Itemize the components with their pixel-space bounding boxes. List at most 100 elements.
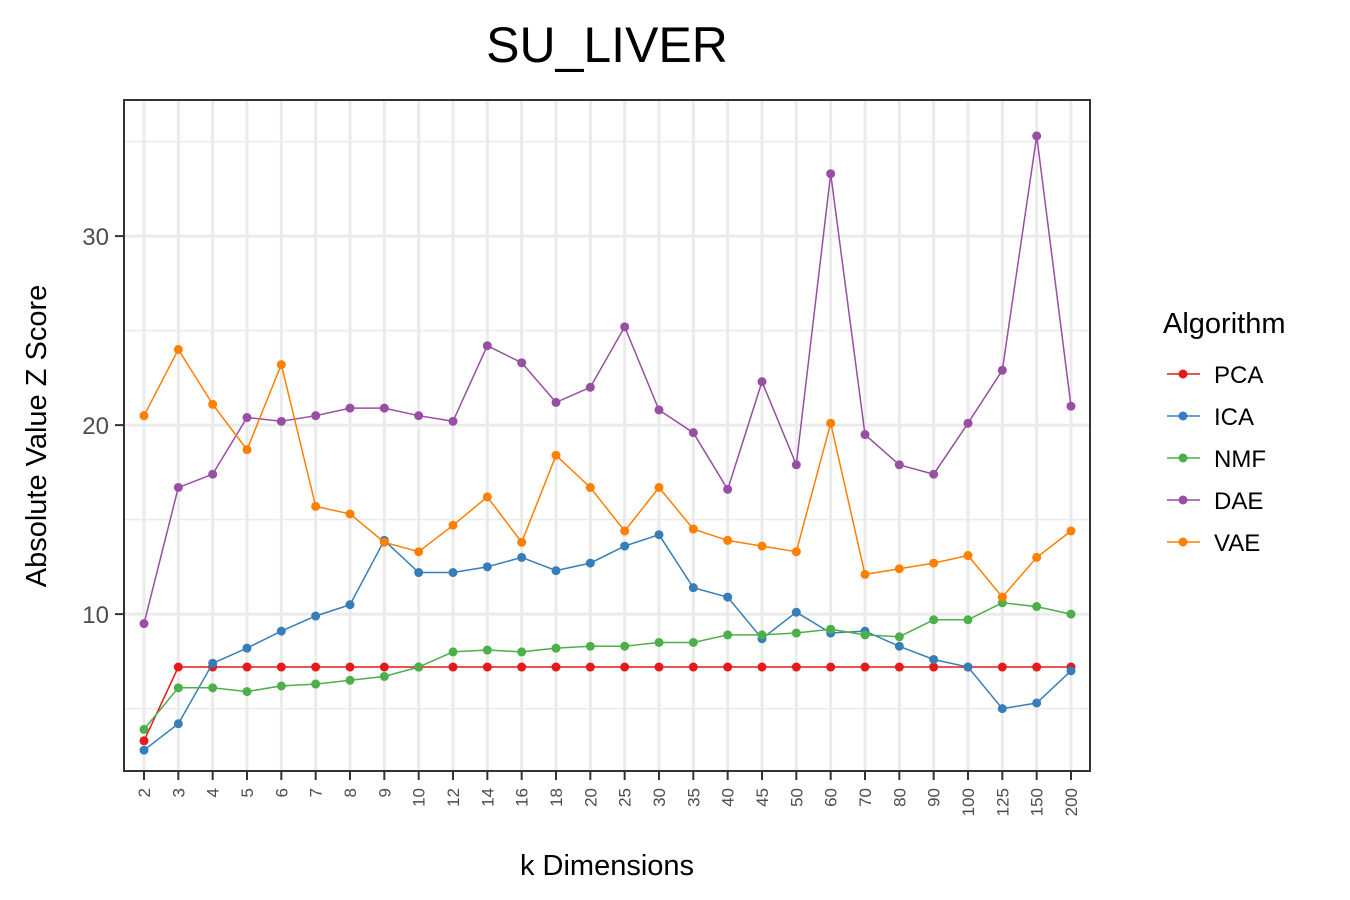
x-tick-label: 18 [547, 788, 566, 807]
data-point-vae [723, 535, 733, 545]
data-point-nmf [620, 641, 630, 651]
data-point-ica [448, 568, 458, 578]
data-point-ica [894, 641, 904, 651]
data-point-nmf [963, 615, 973, 625]
data-point-ica [620, 541, 630, 551]
x-tick-label: 16 [513, 788, 532, 807]
data-point-pca [757, 662, 767, 672]
x-tick-label: 7 [307, 788, 326, 797]
series-line-dae [143, 135, 1072, 624]
data-point-vae [311, 501, 321, 511]
data-point-vae [963, 551, 973, 561]
data-point-pca [448, 662, 458, 672]
plot-background [124, 100, 1090, 771]
x-tick-label: 9 [375, 788, 394, 797]
data-point-pca [242, 662, 252, 672]
x-tick-label: 25 [616, 788, 635, 807]
data-point-dae [482, 341, 492, 351]
data-point-vae [929, 558, 939, 568]
x-tick-label: 20 [581, 788, 600, 807]
x-tick-label: 6 [272, 788, 291, 797]
data-point-nmf [414, 662, 424, 672]
legend: Algorithm PCA ICA NMF DAE VAE [1163, 308, 1286, 557]
data-point-vae [688, 524, 698, 534]
grid-minor [124, 140, 1090, 710]
x-tick-label: 3 [169, 788, 188, 797]
data-point-pca [379, 662, 389, 672]
x-tick-label: 5 [238, 788, 257, 797]
data-point-ica [929, 654, 939, 664]
data-point-vae [620, 526, 630, 536]
data-point-nmf [826, 624, 836, 634]
data-point-pca [620, 662, 630, 672]
data-point-dae [620, 322, 630, 332]
y-tick-label: 30 [82, 224, 109, 251]
data-point-nmf [276, 681, 286, 691]
legend-label-pca: PCA [1214, 362, 1263, 389]
data-point-dae [894, 460, 904, 470]
data-point-dae [517, 358, 527, 368]
data-point-vae [379, 537, 389, 547]
data-point-dae [688, 428, 698, 438]
data-point-pca [791, 662, 801, 672]
data-point-dae [826, 169, 836, 179]
data-point-pca [311, 662, 321, 672]
x-tick-label: 70 [856, 788, 875, 807]
data-point-pca [585, 662, 595, 672]
x-tick-label: 90 [925, 788, 944, 807]
data-point-dae [208, 469, 218, 479]
data-point-vae [173, 344, 183, 354]
data-point-pca [723, 662, 733, 672]
data-point-pca [688, 662, 698, 672]
data-point-nmf [757, 630, 767, 640]
data-point-vae [791, 547, 801, 557]
data-point-nmf [929, 615, 939, 625]
x-tick-label: 100 [959, 788, 978, 816]
data-point-ica [1066, 666, 1076, 676]
data-point-ica [311, 611, 321, 621]
x-tick-label: 8 [341, 788, 360, 797]
x-tick-label: 14 [478, 788, 497, 807]
data-point-nmf [517, 647, 527, 657]
data-point-dae [1032, 131, 1042, 141]
data-point-dae [311, 411, 321, 421]
data-point-vae [242, 445, 252, 455]
data-point-vae [757, 541, 767, 551]
data-point-nmf [654, 637, 664, 647]
data-point-ica [997, 704, 1007, 714]
data-point-nmf [242, 687, 252, 697]
data-point-dae [791, 460, 801, 470]
y-tick-label: 20 [82, 413, 109, 440]
data-point-dae [173, 482, 183, 492]
data-point-ica [654, 530, 664, 540]
data-point-nmf [379, 671, 389, 681]
data-point-vae [139, 411, 149, 421]
data-point-dae [963, 418, 973, 428]
data-point-nmf [482, 645, 492, 655]
legend-label-ica: ICA [1214, 404, 1254, 431]
series-line-pca [143, 666, 1071, 742]
data-point-dae [929, 469, 939, 479]
x-tick-label: 2 [135, 788, 154, 797]
data-point-ica [276, 626, 286, 636]
grid-major [124, 100, 1090, 771]
x-tick-label: 4 [204, 788, 223, 797]
data-point-nmf [894, 632, 904, 642]
data-point-ica [482, 562, 492, 572]
data-point-nmf [208, 683, 218, 693]
x-tick-label: 80 [890, 788, 909, 807]
data-point-dae [997, 365, 1007, 375]
data-point-dae [757, 377, 767, 387]
data-point-ica [688, 583, 698, 593]
data-point-pca [1032, 662, 1042, 672]
data-point-pca [860, 662, 870, 672]
x-tick-label: 30 [650, 788, 669, 807]
data-point-dae [276, 416, 286, 426]
data-point-vae [208, 399, 218, 409]
legend-key-point [1178, 495, 1188, 505]
data-point-dae [551, 397, 561, 407]
data-point-dae [379, 403, 389, 413]
data-point-pca [894, 662, 904, 672]
data-point-dae [860, 430, 870, 440]
